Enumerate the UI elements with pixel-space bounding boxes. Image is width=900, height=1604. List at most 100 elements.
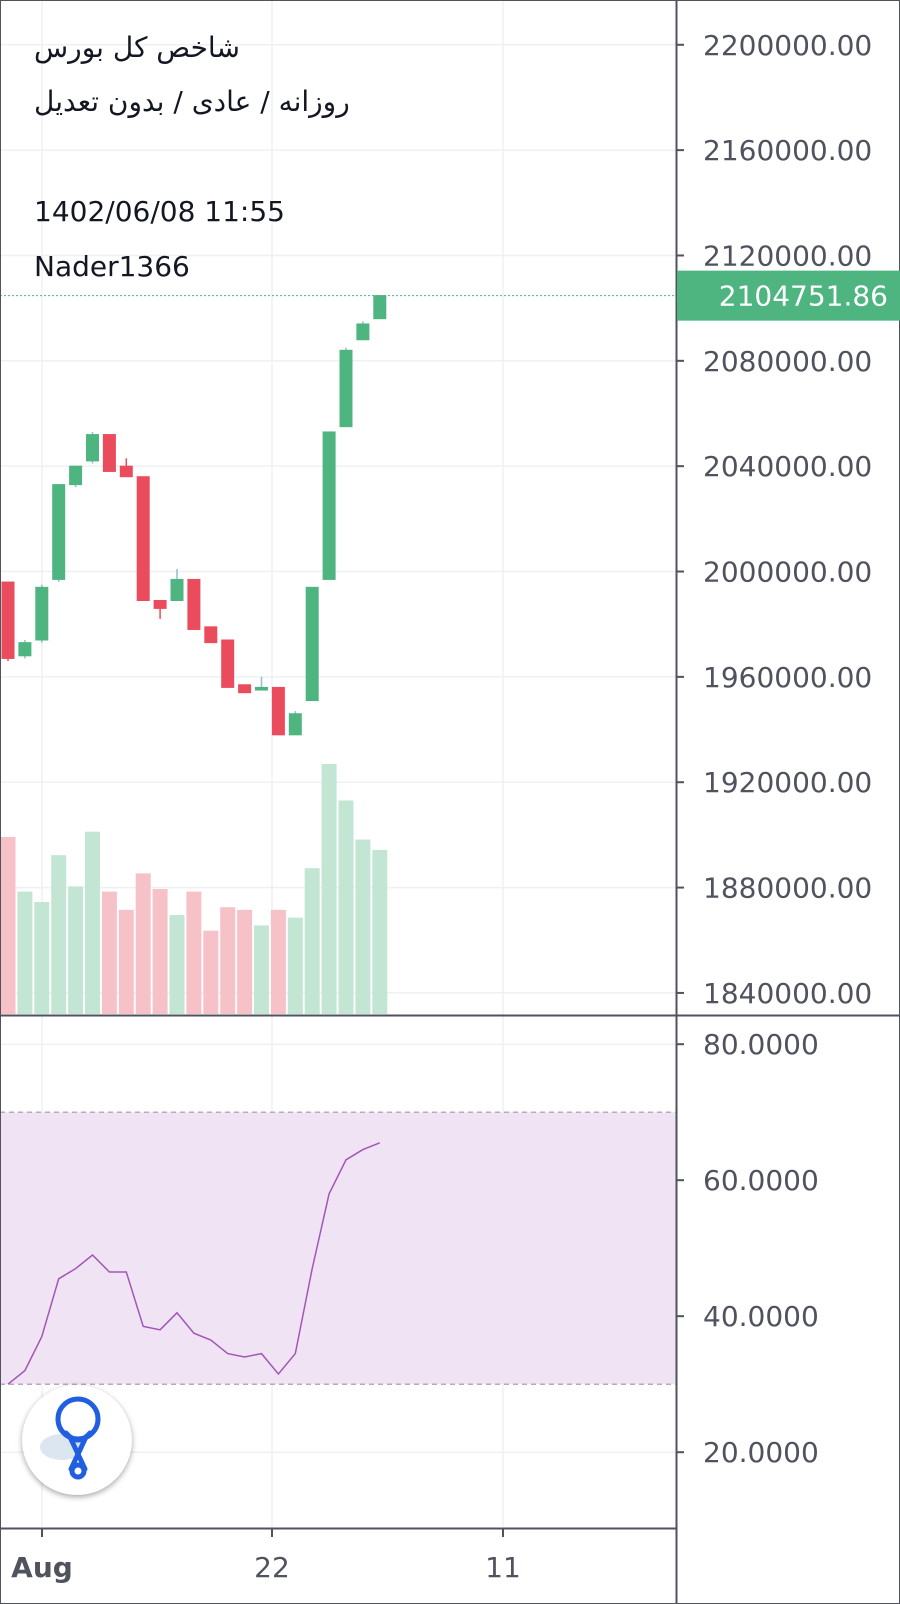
candle	[204, 626, 218, 644]
volume-bar	[118, 909, 134, 1014]
candle-body	[119, 465, 133, 478]
price-tick-label: 1920000.00	[703, 766, 872, 799]
volume-bar	[169, 915, 185, 1014]
candle	[187, 578, 201, 630]
volume-bars	[0, 764, 388, 1014]
candle-body	[356, 323, 370, 341]
candle-body	[305, 586, 319, 702]
last-price-label: 2104751.86	[719, 280, 888, 313]
candle	[136, 476, 150, 601]
volume-bar	[34, 902, 50, 1014]
volume-bar	[17, 891, 33, 1014]
price-tick-label: 2040000.00	[703, 450, 872, 483]
rsi-axis: 80.0000 60.0000 40.0000 20.0000	[677, 1028, 819, 1469]
candle	[153, 599, 167, 619]
volume-bar	[85, 831, 100, 1014]
candle-body	[271, 686, 285, 736]
candle-body	[221, 639, 235, 688]
rsi-line	[7, 1142, 381, 1385]
rsi-tick-label: 60.0000	[703, 1164, 819, 1197]
price-tick-label: 2160000.00	[703, 134, 872, 167]
volume-bar	[321, 764, 337, 1014]
volume-bar	[51, 855, 67, 1014]
candle	[18, 640, 32, 659]
volume-bar	[220, 907, 236, 1014]
candle	[356, 321, 370, 341]
candle-body	[35, 586, 49, 641]
candle-body	[373, 295, 387, 320]
volume-bar	[186, 891, 202, 1014]
volume-bar	[68, 886, 84, 1014]
volume-bar	[203, 930, 219, 1014]
time-axis: Aug 22 11	[11, 1529, 521, 1584]
candle	[255, 676, 268, 691]
candle-body	[339, 349, 353, 428]
volume-bar	[101, 891, 117, 1014]
price-tick-label: 2000000.00	[703, 556, 872, 589]
candle-body	[102, 434, 116, 472]
candle-body	[136, 476, 150, 601]
candle-body	[52, 484, 66, 580]
candle	[339, 347, 353, 428]
candle	[119, 458, 133, 478]
candle	[322, 431, 336, 580]
candle	[238, 684, 252, 694]
candle-body	[69, 465, 83, 486]
volume-bar	[304, 868, 320, 1014]
candle	[170, 568, 184, 601]
volume-bar	[372, 849, 388, 1014]
candle-body	[288, 713, 302, 736]
price-tick-label: 1880000.00	[703, 872, 872, 905]
candle-body	[204, 626, 218, 644]
candle	[86, 431, 99, 464]
candle	[373, 294, 387, 320]
price-tick-label: 1840000.00	[703, 977, 872, 1010]
candle	[288, 711, 302, 736]
volume-bar	[287, 917, 303, 1014]
candle-body	[1, 581, 15, 659]
volume-bar	[237, 909, 253, 1014]
candle-body	[238, 684, 252, 694]
volume-bar	[152, 889, 168, 1014]
candle	[271, 686, 285, 736]
price-axis: 2200000.00 2160000.00 2120000.00 2080000.00…	[677, 29, 872, 1010]
app-logo[interactable]	[22, 1385, 132, 1495]
last-price-marker: 2104751.86	[677, 270, 900, 321]
candle	[221, 639, 235, 688]
volume-bar	[338, 800, 354, 1014]
volume-bar	[0, 836, 16, 1014]
price-tick-label: 2200000.00	[703, 29, 872, 62]
candles	[1, 294, 387, 736]
candle-body	[86, 434, 99, 462]
price-tick-label: 2080000.00	[703, 345, 872, 378]
candle-body	[187, 578, 201, 630]
candle	[52, 484, 66, 583]
volume-bar	[254, 925, 269, 1014]
rsi-tick-label: 80.0000	[703, 1028, 819, 1061]
volume-bar	[135, 873, 151, 1014]
volume-bar	[355, 839, 371, 1014]
rsi-tick-label: 20.0000	[703, 1436, 819, 1469]
datetime-label: 1402/06/08 11:55	[34, 195, 285, 228]
interval-line: روزانه / عادی / بدون تعدیل	[34, 85, 350, 118]
author-label: Nader1366	[34, 250, 190, 283]
time-tick-label: Aug	[11, 1551, 73, 1584]
candle-body	[322, 431, 336, 580]
price-tick-label: 2120000.00	[703, 239, 872, 272]
time-tick-label: 22	[254, 1551, 290, 1584]
last-price-badge	[677, 270, 900, 321]
time-tick-label: 11	[485, 1551, 521, 1584]
rsi-band	[0, 1112, 676, 1385]
candle	[35, 584, 49, 643]
loop-logo-icon	[40, 1396, 101, 1480]
symbol-title: شاخص کل بورس	[34, 31, 240, 64]
candle	[1, 581, 15, 662]
candle-body	[153, 599, 167, 609]
candle-body	[255, 686, 268, 691]
rsi-tick-label: 40.0000	[703, 1300, 819, 1333]
candle	[69, 465, 83, 488]
price-tick-label: 1960000.00	[703, 661, 872, 694]
candle-body	[170, 578, 184, 601]
